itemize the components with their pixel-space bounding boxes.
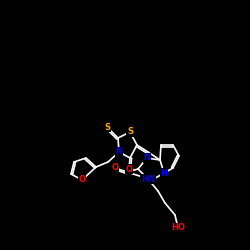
Text: HN: HN xyxy=(141,174,155,184)
Text: HO: HO xyxy=(171,224,185,232)
Text: S: S xyxy=(104,122,110,132)
Text: N: N xyxy=(144,154,150,162)
Text: O: O xyxy=(126,164,132,173)
Text: O: O xyxy=(78,176,86,184)
Text: O: O xyxy=(112,164,118,172)
Text: N: N xyxy=(160,168,168,177)
Text: S: S xyxy=(127,128,133,136)
Text: N: N xyxy=(116,148,122,156)
